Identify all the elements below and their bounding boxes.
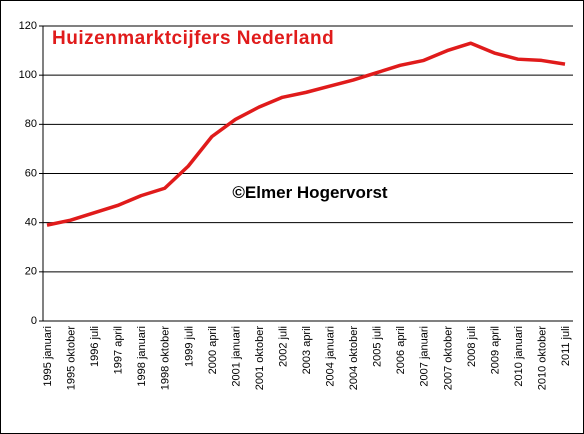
y-tick-label: 80 xyxy=(25,118,37,130)
x-tick-label: 2010 januari xyxy=(513,326,525,387)
x-tick-label: 1995 oktober xyxy=(66,326,78,391)
x-tick-label: 2011 juli xyxy=(560,326,572,366)
x-tick-label: 2001 januari xyxy=(230,326,242,387)
x-tick-label: 2007 oktober xyxy=(442,326,454,391)
x-tick-label: 2004 oktober xyxy=(348,326,360,391)
y-tick-label: 100 xyxy=(19,69,37,81)
x-tick-label: 2010 oktober xyxy=(536,326,548,391)
x-tick-label: 1996 juli xyxy=(89,326,101,367)
x-tick-label: 2000 april xyxy=(207,326,219,374)
x-tick-label: 2006 april xyxy=(395,326,407,374)
x-tick-label: 1995 januari xyxy=(42,326,54,387)
x-tick-label: 1998 oktober xyxy=(160,326,172,391)
x-tick-label: 2009 april xyxy=(489,326,501,374)
x-tick-label: 2007 januari xyxy=(419,326,431,387)
y-tick-label: 20 xyxy=(25,266,37,278)
y-tick-label: 60 xyxy=(25,167,37,179)
x-tick-label: 2003 april xyxy=(301,326,313,374)
y-tick-label: 40 xyxy=(25,217,37,229)
y-tick-label: 120 xyxy=(19,20,37,32)
x-tick-label: 2008 juli xyxy=(466,326,478,367)
chart-title: Huizenmarktcijfers Nederland xyxy=(52,28,334,49)
x-tick-label: 1998 januari xyxy=(136,326,148,387)
x-tick-label: 1999 juli xyxy=(183,326,195,367)
x-tick-label: 2002 juli xyxy=(277,326,289,367)
annotation: ©Elmer Hogervorst xyxy=(232,183,388,202)
x-tick-label: 2005 juli xyxy=(372,326,384,367)
y-tick-label: 0 xyxy=(31,315,37,327)
x-tick-label: 2001 oktober xyxy=(254,326,266,391)
x-tick-label: 1997 april xyxy=(113,326,125,374)
data-line xyxy=(46,41,566,227)
x-tick-label: 2004 januari xyxy=(325,326,337,387)
